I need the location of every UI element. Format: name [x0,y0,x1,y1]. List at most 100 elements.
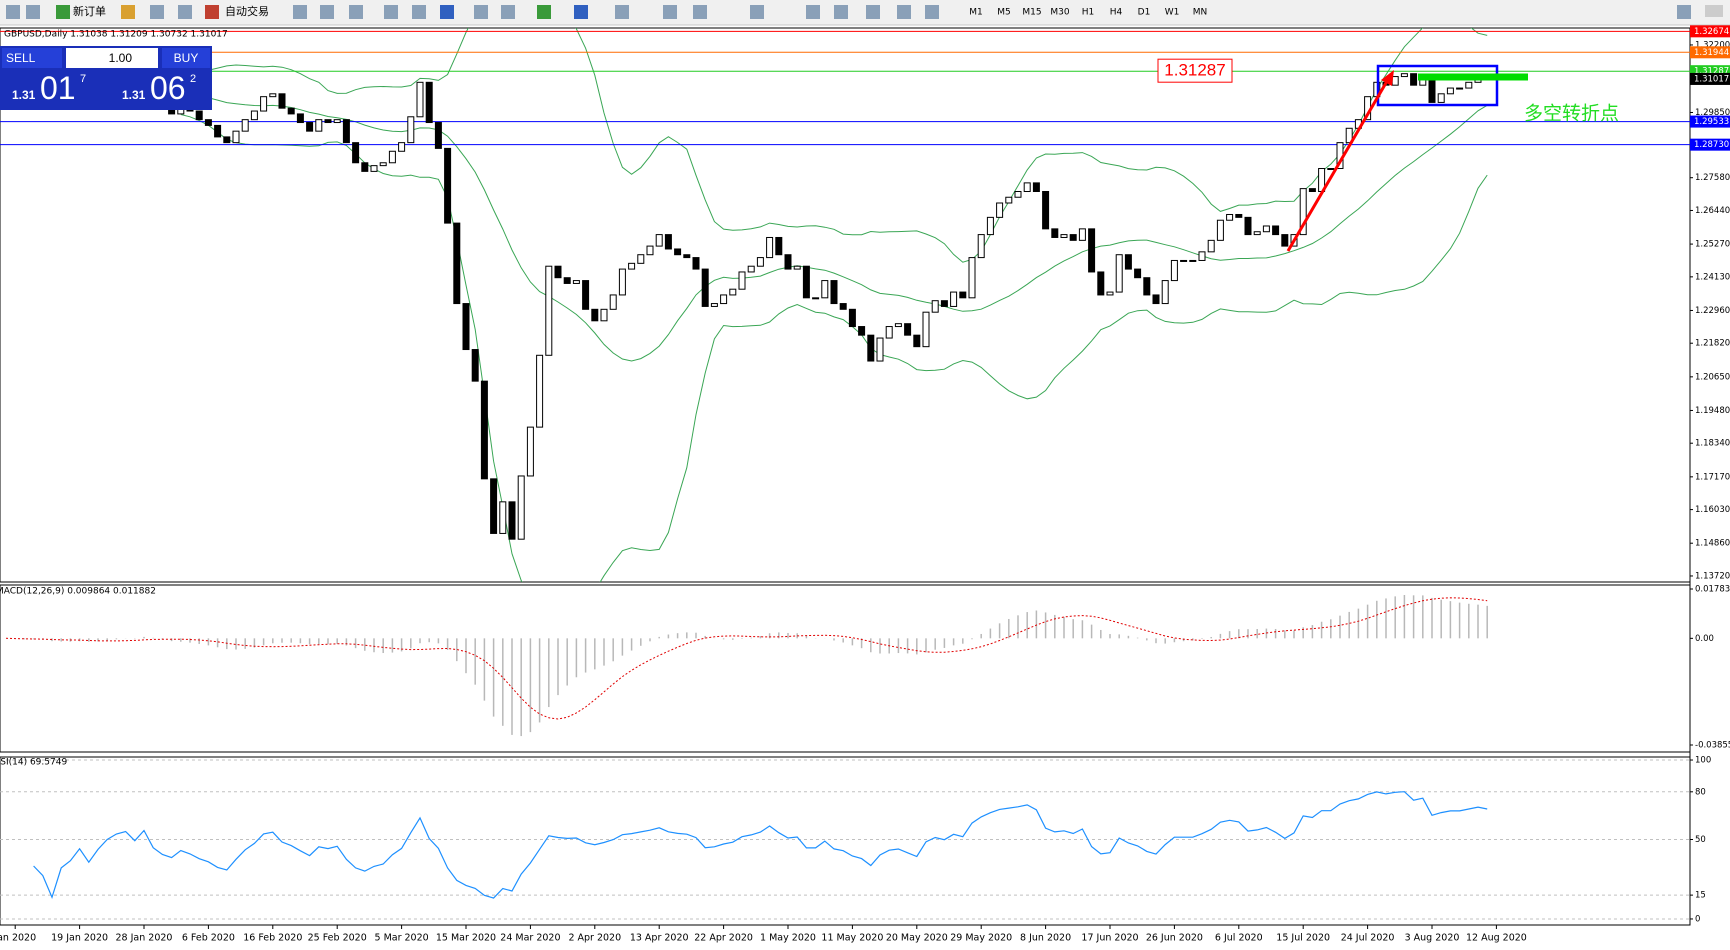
icon[interactable] [320,5,334,19]
icon[interactable] [121,5,135,19]
candle [1060,234,1068,238]
icon[interactable] [293,5,307,19]
toolbar-button[interactable]: 新订单 [73,4,106,18]
candle [913,334,921,348]
panel-frame [0,756,1691,926]
range-box [1376,64,1499,107]
level-label-box [1690,25,1730,38]
icon[interactable] [537,5,551,19]
timeframe-button[interactable]: M30 [1050,8,1069,18]
sell-button[interactable]: SELL [2,48,62,68]
icon[interactable] [474,5,488,19]
macd-signal [5,597,1488,720]
icon[interactable] [615,5,629,19]
candle [618,268,626,296]
timeframe-button[interactable]: MN [1193,8,1208,18]
y-tick-label: 1.32200 [1695,40,1730,50]
candle [766,236,774,259]
timeframe-button[interactable]: W1 [1165,8,1180,18]
icon[interactable] [1677,5,1691,19]
candle [462,303,470,351]
y-tick-label: 50 [1695,835,1706,845]
x-tick-label: 6 Feb 2020 [182,933,235,944]
icon[interactable] [693,5,707,19]
toolbar-button[interactable]: 自动交易 [225,4,269,18]
icon[interactable] [897,5,911,19]
candle [269,93,277,98]
candle [582,280,590,310]
level-label-box [1690,46,1730,59]
candle [499,501,507,534]
icon[interactable] [178,5,192,19]
timeframe-button[interactable]: H4 [1110,8,1123,18]
y-tick-label: 1.13720 [1695,571,1730,581]
icon[interactable] [866,5,880,19]
candle [1005,196,1013,204]
y-tick-label: 1.27580 [1695,173,1730,183]
candle [388,150,396,164]
candle [1345,127,1353,144]
icon[interactable] [6,5,20,19]
lots-input[interactable]: 1.00 [66,48,158,68]
icon[interactable] [440,5,454,19]
ask-big: 1.31 [122,88,146,102]
candle [1207,239,1215,253]
icon[interactable] [150,5,164,19]
x-tick-label: 24 Jul 2020 [1341,933,1395,944]
candle [1456,87,1464,90]
candle [867,334,875,362]
candle [1078,228,1086,241]
candle [306,122,314,132]
icon[interactable] [663,5,677,19]
candle [1272,225,1280,236]
icon[interactable] [806,5,820,19]
candle [747,265,755,273]
candle [821,280,829,299]
candle [628,262,636,270]
buy-button[interactable]: BUY [162,48,210,68]
icon[interactable] [834,5,848,19]
candle [1152,294,1160,305]
candle [1170,259,1178,282]
timeframe-button[interactable]: H1 [1082,8,1095,18]
timeframe-button[interactable]: M15 [1022,8,1041,18]
candle [379,162,387,167]
level-label-box [1690,138,1730,151]
timeframe-button[interactable]: M5 [997,8,1011,18]
icon[interactable] [574,5,588,19]
x-tick-label: 6 Jul 2020 [1215,933,1263,944]
level-annotation: 1.31287 [1164,61,1225,80]
candle [848,308,856,328]
panel-frame [0,584,1691,753]
candle [545,265,553,356]
y-tick-label: 1.22960 [1695,306,1730,316]
y-tick-label: 100 [1695,756,1711,766]
annotation: 多空转折点 [1524,103,1619,125]
icon[interactable] [1705,5,1723,17]
x-tick-label: 3 Aug 2020 [1405,933,1460,944]
icon[interactable] [412,5,426,19]
candle [1124,254,1132,270]
x-tick-label: 2 Apr 2020 [568,933,621,944]
x-tick-label: 1 May 2020 [760,933,816,944]
candle [333,119,341,124]
candle [793,265,801,270]
icon[interactable] [750,5,764,19]
candle [729,288,737,296]
timeframe-button[interactable]: M1 [969,8,983,18]
icon[interactable] [349,5,363,19]
candle [1281,234,1289,247]
icon[interactable] [925,5,939,19]
timeframe-button[interactable]: D1 [1138,8,1151,18]
icon[interactable] [384,5,398,19]
icon[interactable] [56,5,70,19]
x-tick-label: 8 Jun 2020 [1020,933,1071,944]
candle [1465,81,1473,89]
candle [490,478,498,534]
candle [775,236,783,256]
bollinger-band [180,92,1488,362]
icon[interactable] [205,5,219,19]
icon[interactable] [26,5,40,19]
icon[interactable] [501,5,515,19]
